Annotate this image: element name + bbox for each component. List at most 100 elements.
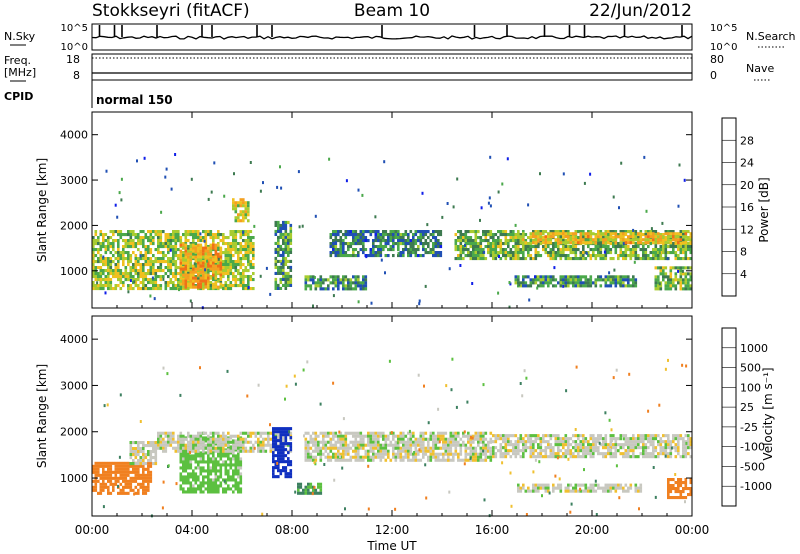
heatmap-cell: [649, 235, 653, 239]
heatmap-cell: [387, 452, 390, 456]
heatmap-cell: [194, 258, 198, 262]
heatmap-cell: [434, 239, 438, 243]
heatmap-cell: [152, 278, 155, 282]
heatmap-cell: [139, 263, 143, 267]
heatmap-cell: [517, 452, 520, 456]
heatmap-cell: [282, 427, 285, 431]
heatmap-cell: [624, 437, 628, 441]
heatmap-cell: [272, 430, 275, 434]
heatmap-cell: [102, 287, 105, 291]
heatmap-cell: [169, 440, 173, 444]
heatmap-cell: [372, 431, 375, 435]
heatmap-cell: [172, 251, 175, 255]
heatmap-cell: [487, 251, 490, 255]
heatmap-cell: [232, 207, 235, 211]
heatmap-cell: [442, 434, 445, 438]
heatmap-cell: [664, 245, 668, 249]
heatmap-cell: [282, 283, 285, 287]
heatmap-cell: [374, 251, 378, 255]
heatmap-cell: [184, 451, 188, 455]
heatmap-cell: [204, 469, 208, 473]
heatmap-cell: [132, 450, 135, 454]
heatmap-cell: [179, 449, 183, 453]
heatmap-cell: [252, 278, 255, 282]
heatmap-cell: [529, 232, 533, 236]
heatmap-cell: [237, 469, 240, 473]
heatmap-cell: [209, 487, 213, 491]
heatmap-cell: [174, 263, 178, 267]
heatmap-cell: [139, 462, 143, 466]
heatmap-cell: [132, 242, 135, 246]
heatmap-cell: [409, 440, 413, 444]
heatmap-cell: [480, 206, 483, 210]
heatmap-cell: [207, 273, 210, 277]
heatmap-cell: [94, 275, 98, 279]
heatmap-cell: [409, 434, 413, 438]
heatmap-cell: [169, 434, 173, 438]
heatmap-cell: [549, 254, 553, 258]
heatmap-cell: [182, 463, 185, 467]
heatmap-cell: [96, 281, 99, 285]
heatmap-cell: [142, 278, 145, 282]
heatmap-cell: [282, 223, 285, 227]
heatmap-cell: [417, 440, 420, 444]
heatmap-cell: [447, 446, 450, 450]
heatmap-cell: [272, 451, 275, 455]
heatmap-cell: [189, 264, 193, 268]
heatmap-cell: [187, 475, 190, 479]
heatmap-cell: [157, 437, 160, 441]
heatmap-cell: [594, 233, 598, 237]
heatmap-cell: [122, 272, 125, 276]
heatmap-cell: [329, 446, 333, 450]
heatmap-cell: [262, 443, 265, 447]
heatmap-cell: [124, 476, 128, 480]
heatmap-cell: [127, 491, 130, 495]
heatmap-cell: [589, 241, 593, 245]
heatmap-cell: [504, 443, 508, 447]
heatmap-cell: [187, 487, 190, 491]
heatmap-cell: [339, 446, 343, 450]
heatmap-cell: [297, 485, 300, 489]
heatmap-cell: [147, 467, 150, 471]
heatmap-cell: [622, 452, 625, 456]
heatmap-cell: [212, 484, 215, 488]
heatmap-cell: [534, 278, 538, 282]
heatmap-cell: [289, 283, 293, 287]
heatmap-cell: [199, 285, 203, 289]
heatmap-cell: [564, 284, 568, 288]
heatmap-cell: [472, 245, 475, 249]
heatmap-cell: [329, 251, 333, 255]
heatmap-cell: [184, 443, 188, 447]
heatmap-cell: [144, 254, 148, 258]
heatmap-cell: [657, 266, 660, 270]
heatmap-cell: [584, 440, 588, 444]
heatmap-cell: [319, 455, 323, 459]
heatmap-cell: [159, 434, 163, 438]
heatmap-cell: [554, 242, 558, 246]
heatmap-cell: [379, 254, 383, 258]
heatmap-cell: [259, 189, 262, 193]
heatmap-cell: [107, 278, 110, 282]
heatmap-cell: [162, 437, 165, 441]
heatmap-cell: [657, 254, 660, 258]
heatmap-cell: [637, 238, 640, 242]
heatmap-cell: [552, 254, 555, 258]
heatmap-cell: [354, 440, 358, 444]
cpid-label: CPID: [4, 90, 33, 103]
heatmap-cell: [187, 451, 190, 455]
heatmap-cell: [387, 236, 390, 240]
heatmap-cell: [367, 449, 370, 453]
heatmap-cell: [614, 245, 618, 249]
heatmap-cell: [219, 437, 223, 441]
heatmap-cell: [169, 239, 173, 243]
heatmap-cell: [534, 241, 538, 245]
heatmap-cell: [527, 437, 530, 441]
heatmap-cell: [522, 443, 525, 447]
heatmap-cell: [542, 248, 545, 252]
heatmap-cell: [407, 233, 410, 237]
heatmap-cell: [504, 230, 508, 234]
heatmap-cell: [237, 230, 240, 234]
heatmap-cell: [189, 242, 193, 246]
heatmap-cell: [97, 473, 100, 477]
heatmap-cell: [252, 287, 255, 291]
